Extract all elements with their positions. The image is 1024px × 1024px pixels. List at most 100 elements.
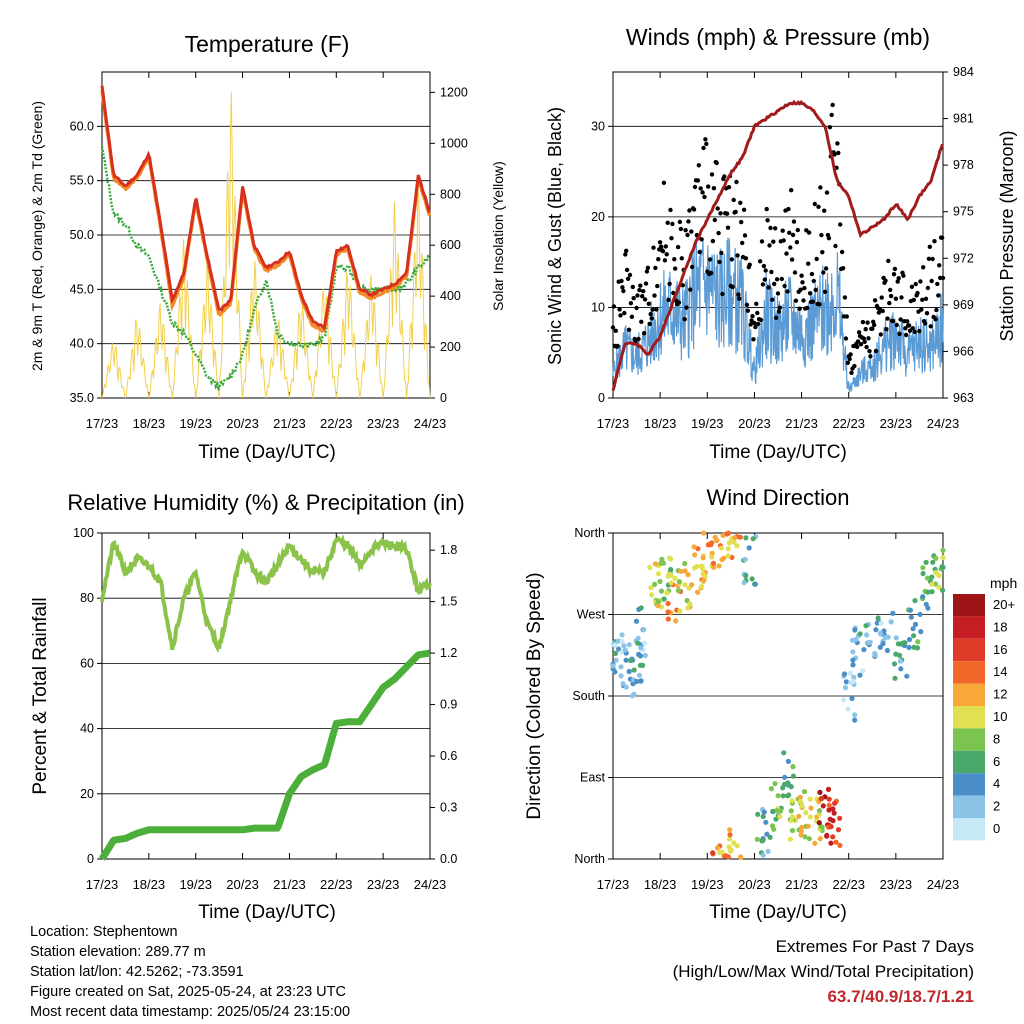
humidity-ylabel-left: Percent & Total Rainfall: [30, 597, 51, 794]
direction-point: [777, 814, 783, 820]
direction-point: [929, 589, 935, 595]
direction-point: [672, 575, 678, 582]
direction-point: [920, 594, 926, 600]
direction-point: [877, 644, 883, 650]
direction-legend-swatch: [953, 594, 985, 617]
winds-gust-point: [799, 273, 804, 278]
direction-point: [805, 823, 811, 829]
winds-gust-point: [868, 354, 873, 359]
direction-point: [925, 589, 931, 595]
winds-gust-point: [664, 252, 669, 257]
direction-point: [620, 681, 626, 687]
direction-point: [731, 539, 737, 545]
winds-gust-point: [924, 311, 930, 316]
winds-gust-point: [826, 236, 832, 241]
direction-point: [638, 645, 644, 651]
direction-legend-label: 18: [993, 619, 1007, 634]
direction-point: [911, 633, 917, 639]
direction-legend-label: 14: [993, 664, 1007, 679]
direction-legend-label: 0: [993, 821, 1000, 836]
direction-point: [852, 717, 858, 723]
direction-point: [641, 640, 648, 646]
direction-point: [655, 603, 661, 609]
temperature-y2tick-label: 0: [440, 391, 447, 405]
extremes-value: 63.7/40.9/18.7/1.21: [827, 987, 974, 1006]
direction-point: [896, 652, 903, 658]
winds-gust-point: [703, 137, 708, 142]
winds-gust-point: [788, 245, 793, 250]
winds-gust-point: [816, 204, 821, 209]
winds-gust-point: [762, 277, 767, 282]
direction-point: [700, 555, 706, 561]
winds-gust-point: [635, 293, 640, 298]
winds-gust-point: [670, 221, 675, 227]
direction-point: [908, 614, 914, 620]
direction-point: [863, 623, 869, 629]
winds-gust-point: [791, 219, 797, 224]
direction-point: [709, 554, 715, 560]
direction-point: [746, 545, 752, 551]
temperature-y2tick-label: 800: [440, 187, 461, 201]
direction-xtick-label: 23/23: [880, 877, 913, 892]
direction-legend-label: 6: [993, 754, 1000, 769]
direction-point: [692, 552, 698, 558]
winds-gust-point: [661, 180, 667, 185]
winds-xlabel: Time (Day/UTC): [709, 442, 847, 463]
winds-gust-point: [665, 220, 670, 225]
winds-gust-point: [878, 332, 883, 337]
direction-point: [788, 784, 794, 790]
winds-gust-point: [775, 291, 781, 296]
winds-gust-point: [895, 279, 900, 284]
winds-ylabel-left: Sonic Wind & Gust (Blue, Black): [545, 107, 565, 365]
direction-point: [892, 675, 898, 681]
winds-gust-point: [847, 356, 852, 362]
direction-legend-label: 2: [993, 799, 1000, 814]
direction-point: [623, 684, 629, 690]
direction-point: [709, 540, 715, 546]
direction-point: [910, 626, 916, 632]
direction-xtick-label: 22/23: [832, 877, 865, 892]
direction-point: [691, 544, 697, 550]
direction-point: [725, 854, 732, 860]
direction-point: [638, 678, 644, 684]
winds-gust-point: [720, 291, 725, 297]
direction-point: [915, 639, 921, 645]
winds-gust-point: [887, 300, 892, 306]
direction-point: [898, 641, 904, 647]
direction-point: [612, 642, 618, 649]
winds-gust-point: [726, 185, 732, 190]
humidity-xtick-label: 23/23: [367, 877, 400, 892]
winds-gust-point: [718, 211, 723, 216]
direction-legend-label: 8: [993, 731, 1000, 746]
winds-gust-point: [797, 306, 802, 311]
winds-gust-point: [667, 281, 672, 286]
humidity-ytick-label: 40: [80, 722, 94, 736]
winds-gust-point: [692, 184, 698, 190]
winds-gust-point: [623, 252, 628, 257]
winds-gust-point: [909, 284, 915, 289]
direction-point: [797, 798, 803, 805]
direction-point: [826, 796, 832, 802]
direction-point: [619, 638, 625, 645]
winds-gust-point: [870, 326, 875, 331]
direction-point: [732, 535, 738, 541]
winds-gust-point: [865, 320, 870, 325]
direction-point: [852, 712, 858, 718]
direction-point: [629, 693, 636, 699]
winds-sonic-line: [612, 236, 944, 393]
direction-point: [923, 601, 929, 607]
winds-xtick-label: 21/23: [785, 416, 818, 431]
direction-point: [659, 556, 665, 562]
winds-gust-point: [852, 363, 857, 369]
winds-gust-point: [802, 285, 807, 291]
direction-point: [657, 578, 663, 585]
winds-gust-point: [725, 225, 731, 230]
winds-gust-point: [679, 256, 684, 261]
direction-point: [806, 836, 813, 842]
direction-point: [701, 577, 707, 584]
winds-gust-point: [743, 256, 749, 261]
direction-point: [789, 814, 796, 820]
winds-ytick-label: 0: [598, 391, 605, 405]
direction-point: [788, 808, 794, 814]
direction-point: [875, 615, 881, 621]
